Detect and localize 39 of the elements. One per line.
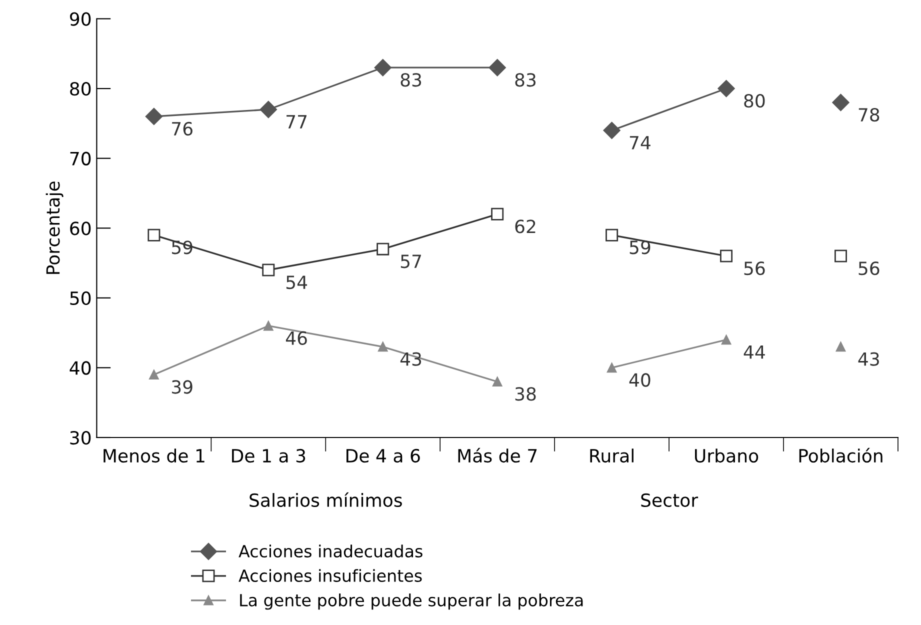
text: Sector xyxy=(641,493,698,508)
data-label: 57 xyxy=(400,254,421,268)
data-label: 56 xyxy=(858,262,880,276)
y-tick-label: 90 xyxy=(70,12,91,26)
x-tick-label: Rural xyxy=(590,448,634,463)
x-tick-label: Más de 7 xyxy=(458,448,537,463)
data-label: 39 xyxy=(172,380,192,394)
y-tick-label: 40 xyxy=(70,361,91,375)
legend-label: Acciones insuficientes xyxy=(238,569,422,582)
data-label: 74 xyxy=(630,136,650,150)
data-label: 46 xyxy=(286,331,307,345)
data-label: 62 xyxy=(515,220,536,234)
data-label: 56 xyxy=(744,262,765,276)
data-label: 40 xyxy=(629,373,650,387)
y-tick-label: 70 xyxy=(70,152,91,166)
data-label: 43 xyxy=(858,352,879,366)
data-label: 43 xyxy=(400,352,422,366)
data-label: 77 xyxy=(286,115,307,128)
y-tick-label: 60 xyxy=(70,222,91,236)
data-label: 76 xyxy=(172,122,192,136)
text: Salarios mínimos xyxy=(250,492,402,508)
data-label: 83 xyxy=(515,73,536,87)
y-tick-label: 30 xyxy=(70,430,91,445)
x-tick-label: Menos de 1 xyxy=(104,448,204,463)
data-label: 38 xyxy=(515,387,536,401)
data-label: 54 xyxy=(286,276,308,290)
y-tick-label: 50 xyxy=(70,291,91,306)
data-label: 44 xyxy=(744,346,765,359)
data-label: 78 xyxy=(858,108,880,122)
data-label: 83 xyxy=(400,73,422,87)
x-tick-label: De 4 a 6 xyxy=(346,448,420,463)
legend-label: Acciones inadecuadas xyxy=(238,544,422,558)
x-tick-label: Urbano xyxy=(695,448,758,463)
x-tick-label: Población xyxy=(799,448,882,463)
x-tick-label: De 1 a 3 xyxy=(232,448,306,463)
data-label: 80 xyxy=(744,94,765,108)
y-axis-title: Porcentaje xyxy=(46,182,64,274)
legend-label: La gente pobre puede superar la pobreza xyxy=(240,594,583,610)
y-tick-label: 80 xyxy=(70,82,91,96)
